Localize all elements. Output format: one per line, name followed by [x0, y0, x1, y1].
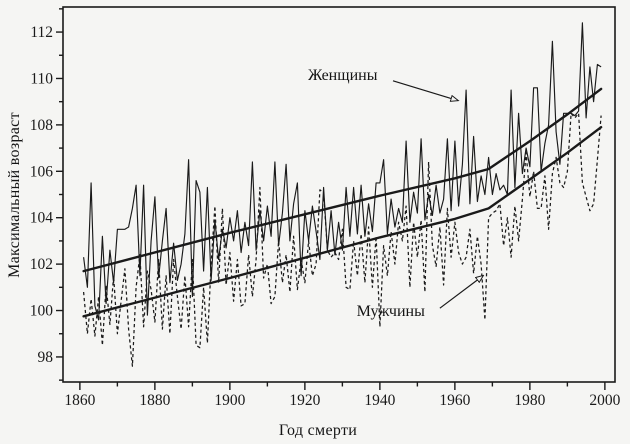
y-tick-label: 98	[38, 349, 54, 366]
men-arrow	[439, 276, 483, 309]
x-tick-label: 1900	[214, 392, 245, 409]
x-tick-label: 1940	[364, 392, 395, 409]
plot-frame	[62, 6, 616, 383]
y-axis-ticks: 98 100 102 104 106 108 110 112	[30, 8, 63, 381]
x-tick-label: 1980	[514, 392, 545, 409]
y-axis-title: Максимальный возраст	[6, 112, 23, 278]
x-tick-label: 2000	[589, 392, 620, 409]
x-axis-title: Год смерти	[278, 422, 358, 439]
series-men-line	[82, 112, 602, 367]
y-tick-label: 108	[30, 117, 54, 134]
y-tick-label: 104	[30, 210, 54, 227]
y-tick-label: 102	[30, 256, 53, 273]
trend-men-line	[82, 125, 603, 318]
annotation-men-label: Мужчины	[356, 302, 425, 320]
y-tick-label: 112	[30, 24, 53, 41]
y-tick-label: 100	[30, 303, 54, 320]
x-tick-label: 1920	[289, 392, 320, 409]
trend-women-line	[82, 87, 603, 273]
women-arrow	[392, 80, 458, 101]
series-women-line	[83, 22, 602, 321]
y-tick-label: 110	[30, 70, 53, 87]
x-tick-label: 1860	[64, 392, 95, 409]
y-tick-label: 106	[30, 163, 54, 180]
x-axis-ticks: 1860 1880 1900 1920 1940 1960 1980 2000	[64, 382, 621, 409]
annotation-women-label: Женщины	[308, 67, 378, 85]
x-tick-label: 1960	[439, 392, 470, 409]
x-tick-label: 1880	[139, 392, 170, 409]
